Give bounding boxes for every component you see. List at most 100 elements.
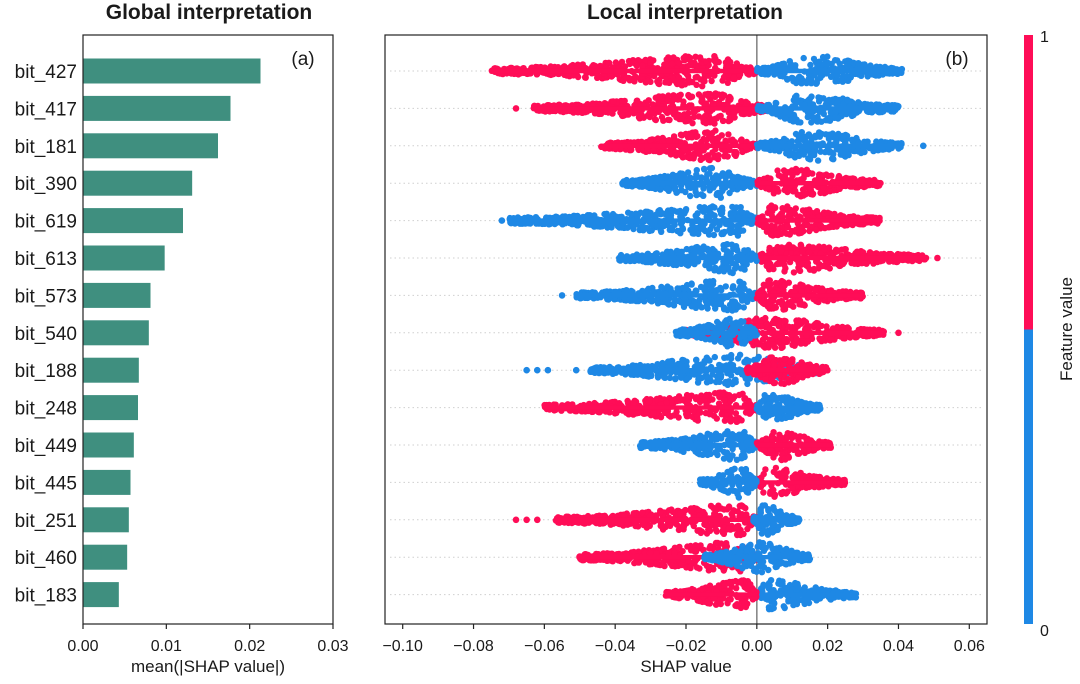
dot-low <box>729 259 736 267</box>
dot-high <box>591 110 599 117</box>
dot-high <box>725 63 732 71</box>
bar-bit-460 <box>83 544 128 570</box>
bar-bit-427 <box>83 58 261 84</box>
dot-band-high <box>756 255 927 261</box>
dot-low <box>850 111 857 119</box>
dot-low <box>671 186 679 193</box>
dot-band-high <box>491 68 757 74</box>
dot-high <box>715 152 722 159</box>
dot-high <box>693 81 700 89</box>
dot-high <box>685 92 692 99</box>
dot-low <box>634 212 641 219</box>
dot-high <box>809 244 817 251</box>
dot-high <box>775 322 782 330</box>
y-tick-label: bit_613 <box>15 249 77 270</box>
dot-low <box>657 186 664 193</box>
dot-high <box>826 265 833 272</box>
x-tick-label: 0.01 <box>151 638 182 655</box>
dot-high <box>695 148 703 156</box>
dot-low <box>704 305 711 312</box>
dot-low <box>584 212 591 219</box>
dot-low <box>731 265 739 272</box>
dot-high <box>656 76 663 84</box>
dot-high <box>711 93 719 101</box>
y-tick-label: bit_460 <box>15 548 77 569</box>
dot-low <box>680 303 688 310</box>
dot-low <box>707 210 714 218</box>
dot-high <box>687 61 694 68</box>
dot-high <box>651 116 659 123</box>
dot-high <box>820 172 827 179</box>
y-tick-label: bit_445 <box>15 473 77 494</box>
dot-low <box>658 283 665 291</box>
dot-low <box>732 243 740 250</box>
dot-low <box>737 265 745 272</box>
dot-high <box>715 99 723 106</box>
dot-high <box>700 116 707 123</box>
dot-high <box>647 136 654 144</box>
bar-bit-613 <box>83 245 165 271</box>
y-tick-label: bit_390 <box>15 174 77 195</box>
dot-high <box>773 230 780 237</box>
bar-bit-183 <box>83 582 119 608</box>
dot-band-high <box>756 293 864 298</box>
dot-low <box>721 172 728 179</box>
bar-bit-251 <box>83 507 129 533</box>
dot-high <box>781 317 788 324</box>
dot-high <box>743 99 750 107</box>
dot-low <box>624 224 631 231</box>
dot-low <box>795 77 802 84</box>
dot-low <box>810 117 817 124</box>
dot-high <box>840 335 847 342</box>
dot-low <box>855 60 862 67</box>
dot-band-low <box>508 218 757 223</box>
dot-low <box>675 297 682 305</box>
dot-high <box>663 56 670 63</box>
y-tick-label: bit_251 <box>15 511 77 532</box>
dot-low <box>737 318 745 325</box>
dot-high <box>792 187 799 195</box>
dot-high <box>711 72 718 79</box>
dot-band-low <box>756 143 903 148</box>
dot-high <box>836 185 843 192</box>
dot-high <box>679 63 686 71</box>
dot-low <box>812 133 820 140</box>
dot-low <box>826 147 833 154</box>
dot-low <box>704 280 711 287</box>
dot-high <box>642 56 649 64</box>
dot-low <box>736 174 744 182</box>
dot-band-low <box>576 293 757 298</box>
dot-high <box>821 246 828 253</box>
dot-high <box>676 80 684 87</box>
dot-high <box>769 319 776 327</box>
dot-high <box>784 223 791 230</box>
dot-high <box>791 342 798 349</box>
dot-low <box>710 301 718 308</box>
dot-low <box>710 231 718 239</box>
dot-high <box>793 166 800 173</box>
dot-high <box>702 136 709 143</box>
dot-low <box>737 284 744 291</box>
dot-low <box>643 224 651 232</box>
dot-low <box>718 210 726 217</box>
dot-high <box>799 248 806 255</box>
dot-low <box>839 147 846 154</box>
dot-low <box>772 99 779 107</box>
y-tick-label: bit_188 <box>15 361 77 382</box>
dot-high <box>833 223 840 230</box>
bar-bit-619 <box>83 208 183 234</box>
dot-high <box>715 58 722 66</box>
dot-high <box>794 322 802 329</box>
dot-low <box>798 129 805 136</box>
dot-low <box>668 206 675 214</box>
dot-high <box>683 131 690 138</box>
dot-low <box>832 78 839 85</box>
dot-band-high <box>533 106 771 111</box>
dot-low <box>720 230 727 238</box>
dot-high <box>722 148 729 155</box>
dot-low <box>844 62 851 70</box>
dot-low <box>791 154 799 161</box>
dot-low <box>789 74 796 82</box>
bar-bit-188 <box>83 357 139 383</box>
dot-low <box>793 92 800 100</box>
